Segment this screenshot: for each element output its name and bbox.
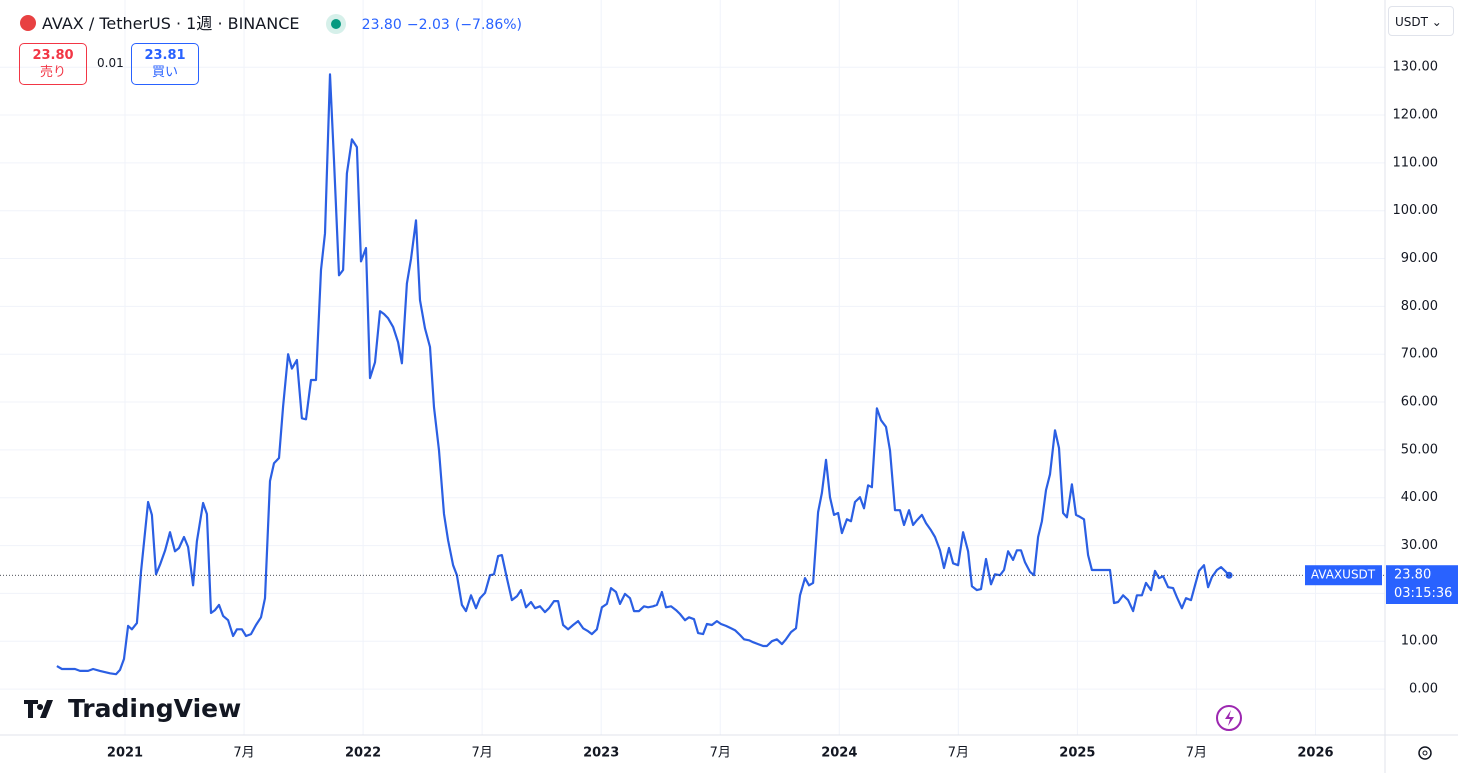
series-label-bg — [1305, 565, 1382, 586]
price-label: 23.80 — [1394, 568, 1431, 583]
buy-button[interactable]: 23.81 買い — [131, 43, 199, 85]
y-tick-label: 0.00 — [1409, 682, 1438, 697]
y-tick-label: 40.00 — [1401, 490, 1438, 505]
x-tick-label: 7月 — [472, 746, 493, 761]
y-tick-label: 50.00 — [1401, 442, 1438, 457]
x-tick-label: 2021 — [107, 746, 143, 761]
spread: 0.01 — [97, 56, 124, 70]
y-tick-label: 10.00 — [1401, 634, 1438, 649]
symbol-icon — [20, 15, 36, 31]
brand-logo: TradingView — [24, 694, 241, 723]
axes: 0.0010.0020.0030.0040.0050.0060.0070.008… — [107, 60, 1458, 761]
buy-price[interactable]: 23.81 — [144, 48, 186, 63]
price-line — [56, 73, 1230, 676]
y-tick-label: 60.00 — [1401, 395, 1438, 410]
symbol-row: AVAX / TetherUS · 1週 · BINANCE 23.80 −2.… — [20, 10, 522, 34]
brand: TradingView — [68, 694, 241, 723]
y-tick-label: 110.00 — [1393, 155, 1439, 170]
x-tick-label: 7月 — [948, 746, 969, 761]
y-tick-label: 70.00 — [1401, 347, 1438, 362]
change: −2.03 — [406, 17, 450, 33]
sell-price[interactable]: 23.80 — [32, 48, 74, 63]
x-tick-label: 2026 — [1297, 746, 1333, 761]
logo-mark — [24, 700, 53, 718]
price-label-bg — [1386, 565, 1458, 586]
x-tick-label: 7月 — [710, 746, 731, 761]
countdown: 03:15:36 — [1386, 584, 1458, 604]
grid — [0, 0, 1385, 735]
sell-label[interactable]: 売り — [39, 65, 66, 80]
settings-icon[interactable] — [1418, 746, 1432, 760]
settings-gear[interactable] — [1418, 746, 1432, 760]
x-tick-label: 2025 — [1059, 746, 1095, 761]
sell-button[interactable]: 23.80 売り — [19, 43, 87, 85]
y-tick-label: 90.00 — [1401, 251, 1438, 266]
x-tick-label: 2022 — [345, 746, 381, 761]
flash-icon[interactable] — [1216, 705, 1242, 731]
change-percent: (−7.86%) — [454, 17, 522, 33]
x-tick-label: 7月 — [233, 746, 254, 761]
last-point — [1225, 571, 1233, 579]
flash-circle[interactable] — [1216, 705, 1242, 731]
y-tick-label: 80.00 — [1401, 299, 1438, 314]
flash-bolt[interactable] — [1225, 710, 1234, 726]
plot — [0, 73, 1385, 676]
series-label: AVAXUSDT — [1311, 568, 1376, 582]
y-tick-label: 100.00 — [1393, 203, 1439, 218]
market-status — [330, 19, 341, 29]
symbol[interactable]: AVAX / TetherUS · 1週 · BINANCE — [42, 14, 300, 33]
buy-label[interactable]: 買い — [151, 65, 178, 80]
y-tick-label: 130.00 — [1393, 60, 1439, 75]
y-tick-label: 30.00 — [1401, 538, 1438, 553]
y-tick-label: 120.00 — [1393, 108, 1439, 123]
settings-hub[interactable] — [1422, 750, 1428, 756]
currency-select[interactable]: USDT ⌄ — [1388, 6, 1454, 36]
x-tick-label: 2023 — [583, 746, 619, 761]
x-tick-label: 7月 — [1186, 746, 1207, 761]
last-price: 23.80 — [361, 17, 402, 33]
x-tick-label: 2024 — [821, 746, 857, 761]
currency[interactable]: USDT — [1395, 15, 1428, 29]
